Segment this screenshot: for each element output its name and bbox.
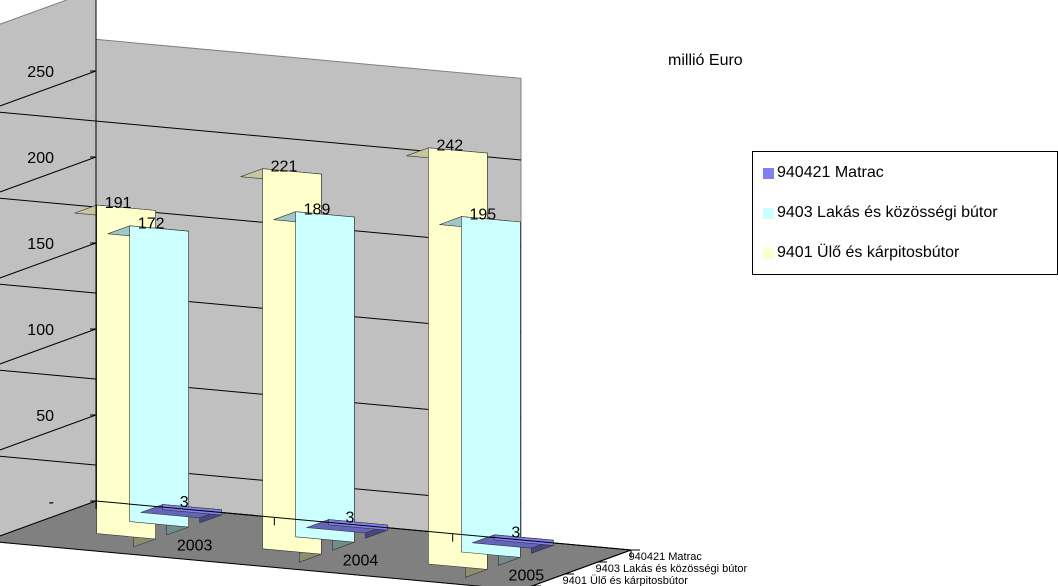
y-tick-label: 100 — [27, 322, 54, 339]
data-label: 3 — [511, 525, 520, 542]
legend: 940421 Matrac 9403 Lakás és közösségi bú… — [752, 151, 1058, 275]
bar-front — [129, 225, 189, 528]
x-axis-line — [95, 500, 632, 551]
y-tick-label: - — [49, 494, 54, 511]
y-tick-label: 200 — [27, 150, 54, 167]
bar-front — [295, 211, 355, 543]
bar: 189 — [273, 201, 355, 551]
data-label: 191 — [105, 195, 132, 212]
x-tick-label: 2005 — [509, 568, 545, 585]
bar: 3 — [140, 494, 222, 524]
bars: 191 221 242 172 189 195 3 3 3 — [74, 137, 554, 578]
unit-label: millió Euro — [668, 52, 743, 69]
bar-front — [461, 216, 521, 558]
x-tick-label: 2003 — [177, 537, 213, 554]
depth-axis-line — [530, 549, 632, 586]
legend-swatch-lakas — [763, 207, 774, 219]
bar: 172 — [107, 215, 189, 536]
legend-item-ulo: 9401 Ülő és kárpitosbútor — [763, 239, 959, 267]
data-label: 172 — [138, 215, 165, 232]
legend-swatch-ulo — [763, 247, 774, 259]
axes: - 50 100 150 200 250 2003 2004 2005 9401 Ülő és k… — [27, 0, 747, 586]
data-label: 195 — [469, 206, 496, 223]
data-label: 3 — [346, 509, 355, 526]
gridline — [0, 70, 522, 161]
legend-item-lakas: 9403 Lakás és közösségi bútor — [763, 199, 998, 227]
x-tick-label: 2004 — [343, 553, 379, 570]
legend-swatch-matrac — [763, 167, 774, 179]
legend-label-matrac: 940421 Matrac — [777, 164, 884, 181]
depth-tick-label: 9401 Ülő és kárpitosbútor — [563, 575, 689, 586]
depth-tick-label: 940421 Matrac — [629, 551, 703, 563]
y-tick-label: 250 — [27, 64, 54, 81]
data-label: 221 — [271, 158, 298, 175]
side-wall — [0, 0, 97, 537]
data-label: 242 — [436, 137, 463, 154]
legend-label-lakas: 9403 Lakás és közösségi bútor — [777, 204, 998, 221]
y-tick-label: 150 — [27, 236, 54, 253]
depth-tick-label: 9403 Lakás és közösségi bútor — [596, 563, 748, 575]
legend-item-matrac: 940421 Matrac — [763, 159, 884, 187]
y-tick-label: 50 — [36, 408, 54, 425]
data-label: 3 — [180, 494, 189, 511]
data-label: 189 — [304, 201, 331, 218]
legend-label-ulo: 9401 Ülő és kárpitosbútor — [777, 244, 960, 261]
bar: 195 — [439, 206, 521, 566]
